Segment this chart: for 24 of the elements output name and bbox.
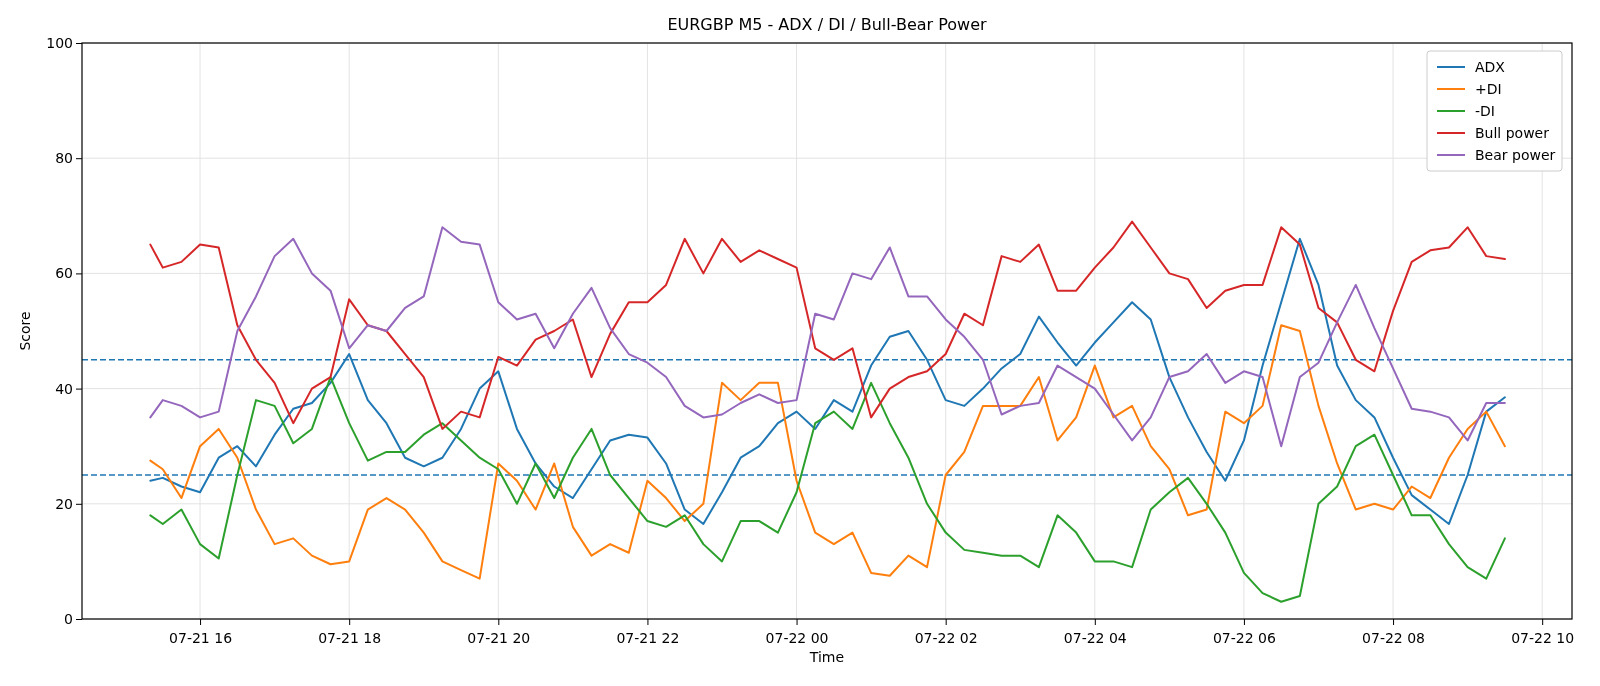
legend-label: Bull power — [1475, 125, 1550, 141]
x-tick-label: 07-21 18 — [318, 630, 382, 647]
legend-label: Bear power — [1475, 147, 1556, 163]
y-tick-label: 40 — [55, 380, 73, 397]
y-axis-title: Score — [17, 311, 33, 351]
x-tick-label: 07-22 04 — [1063, 630, 1127, 647]
y-tick-label: 60 — [55, 265, 73, 282]
x-tick-label: 07-21 22 — [616, 630, 680, 647]
x-tick-label: 07-22 08 — [1362, 630, 1426, 647]
y-tick-label: 0 — [64, 610, 73, 627]
y-tick-label: 80 — [55, 150, 73, 167]
x-tick-label: 07-22 02 — [914, 630, 978, 647]
y-tick-label: 100 — [46, 34, 73, 51]
x-tick-label: 07-21 16 — [169, 630, 233, 647]
x-axis-title: Time — [808, 649, 845, 665]
legend-label: ADX — [1475, 59, 1506, 75]
chart-title: EURGBP M5 - ADX / DI / Bull-Bear Power — [667, 15, 988, 34]
y-tick-label: 20 — [55, 495, 73, 512]
x-tick-label: 07-21 20 — [467, 630, 531, 647]
x-tick-label: 07-22 10 — [1511, 630, 1575, 647]
legend-label: +DI — [1475, 81, 1502, 97]
legend-label: -DI — [1475, 103, 1495, 119]
x-tick-label: 07-22 00 — [765, 630, 829, 647]
x-tick-label: 07-22 06 — [1212, 630, 1276, 647]
